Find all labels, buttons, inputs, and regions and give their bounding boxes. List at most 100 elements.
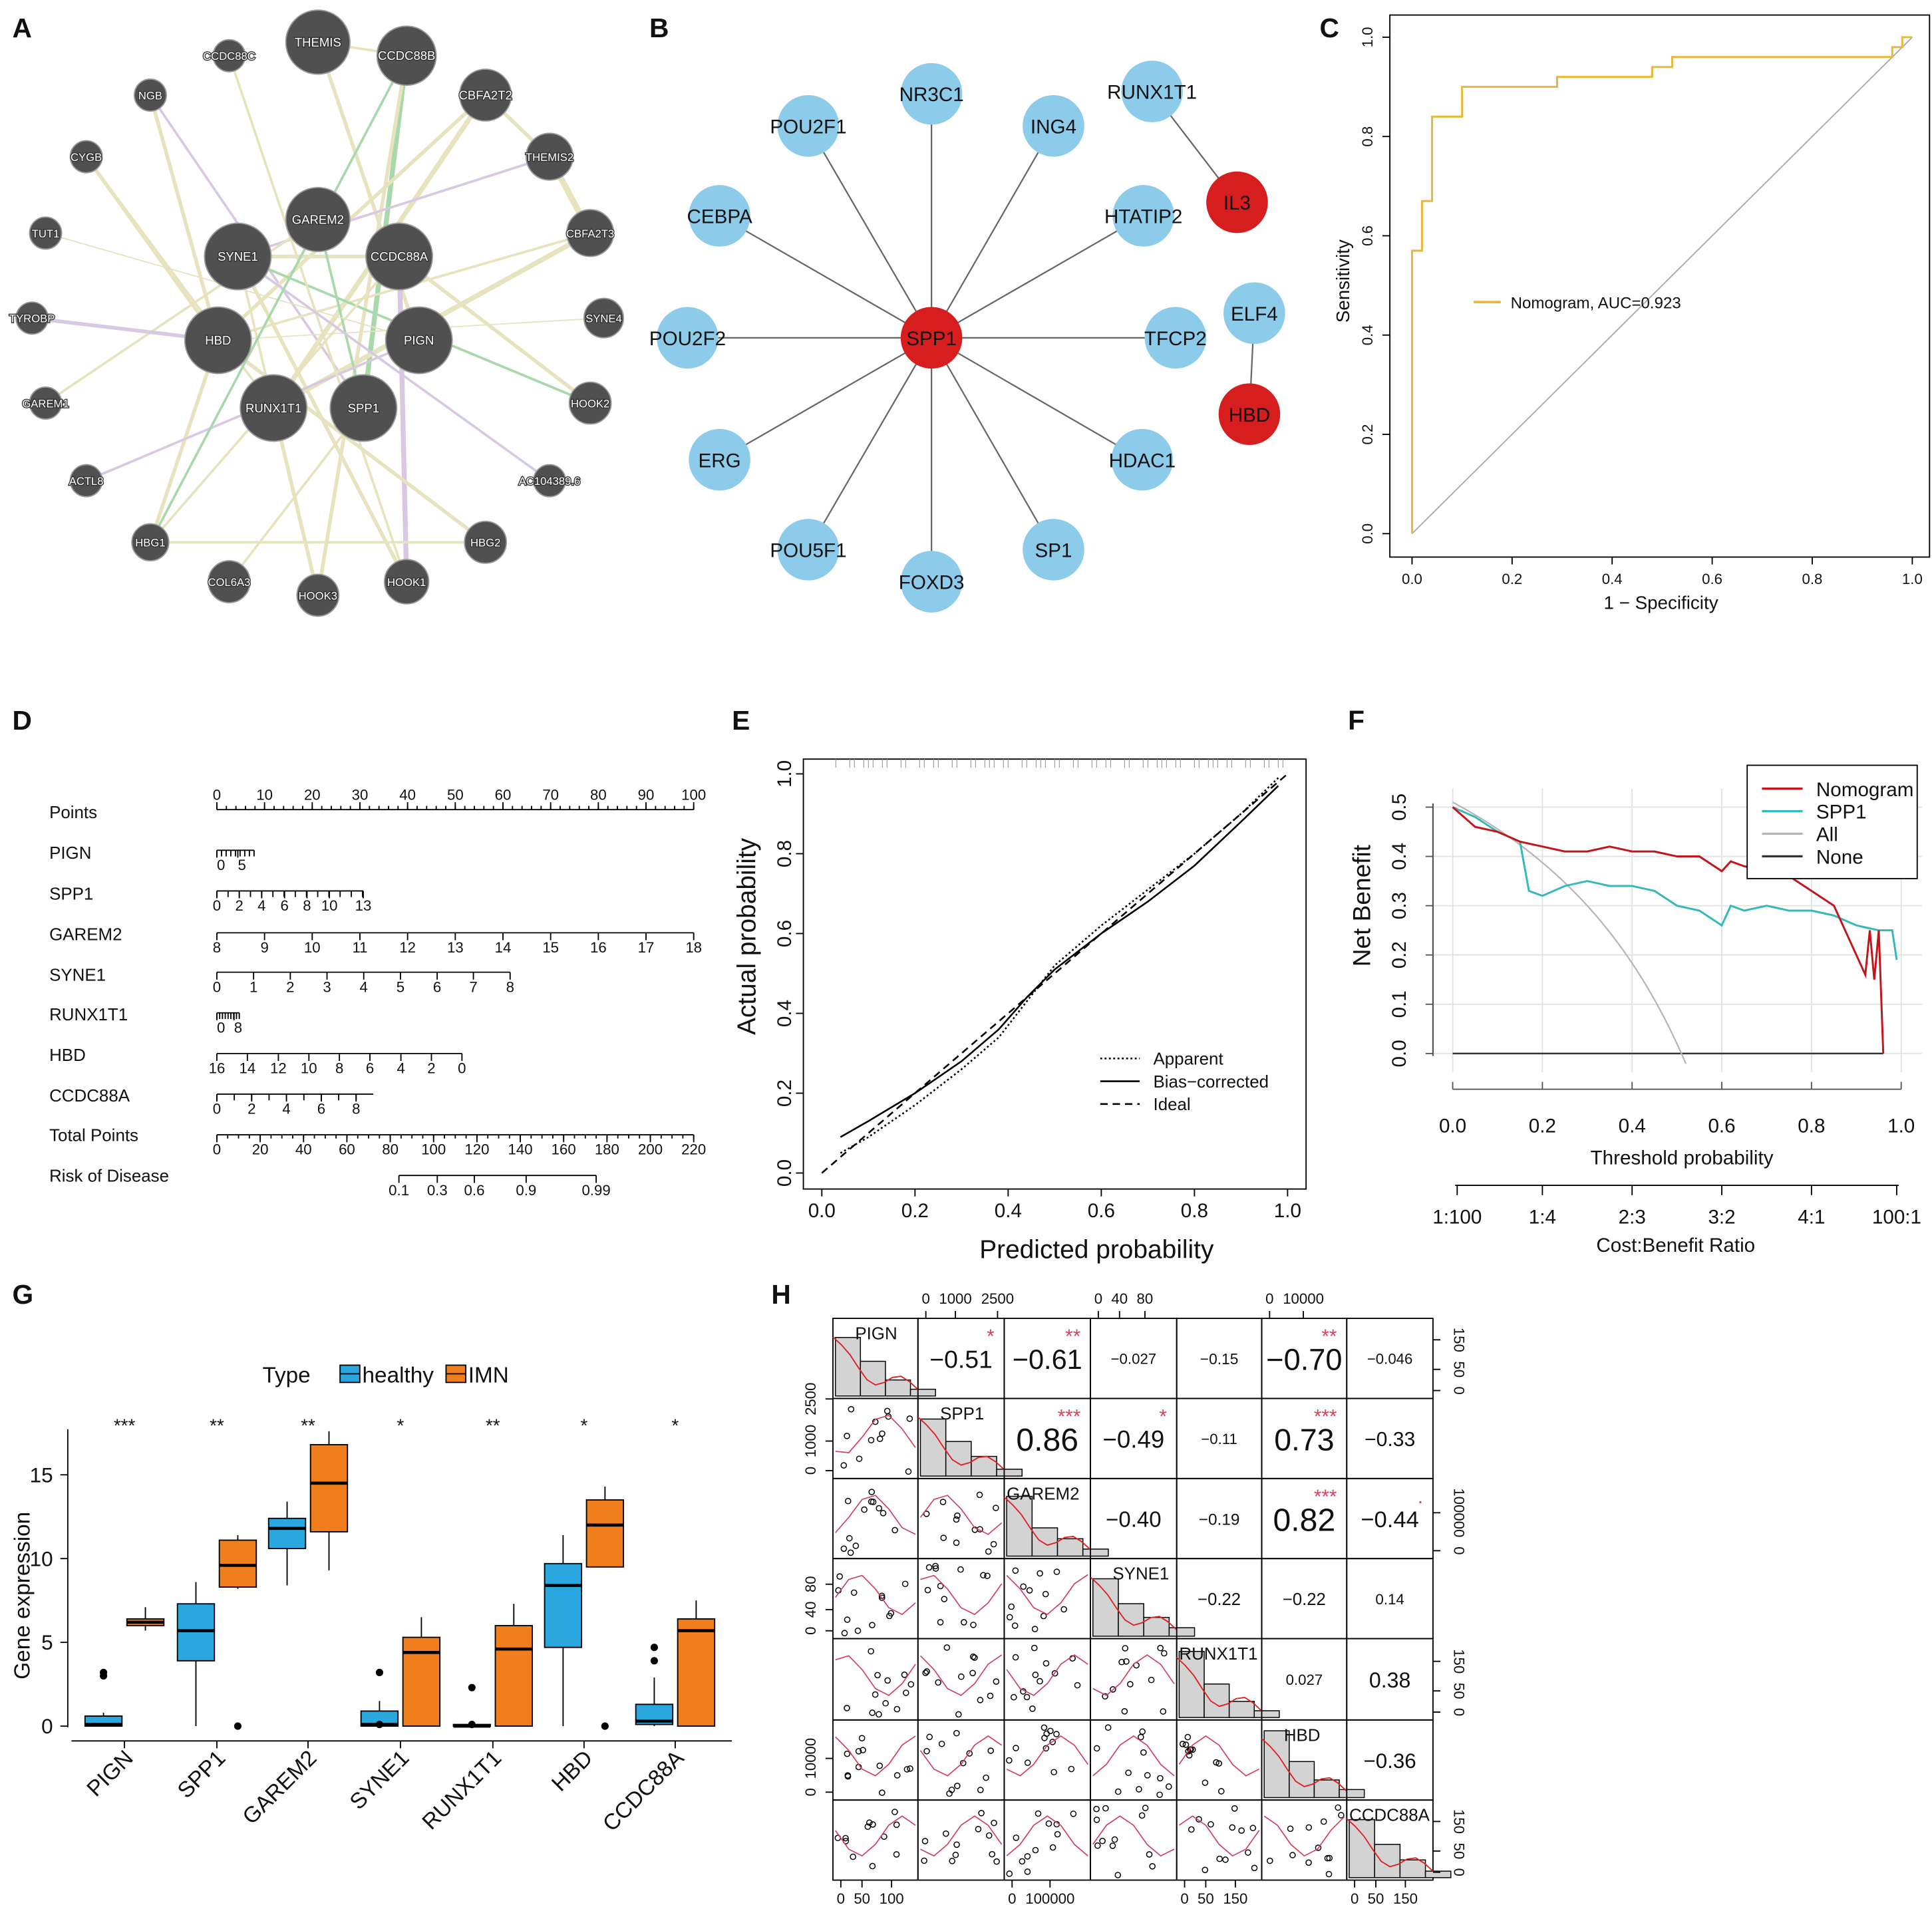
- tick-label: 0: [213, 897, 221, 914]
- axis-label: 0: [1450, 1546, 1467, 1554]
- node-label: NR3C1: [899, 84, 964, 106]
- panel-a-network: THEMIS CCDC88B CCDC88C NGB CBFA2T2 CYGB THEMIS…: [9, 9, 625, 617]
- outlier-point: [468, 1684, 476, 1691]
- histogram-bar: [860, 1360, 886, 1397]
- tick-label: 20: [252, 1141, 269, 1158]
- scatter-point: [970, 1622, 977, 1628]
- legend-label: SPP1: [1816, 802, 1867, 823]
- scatter-point: [957, 1566, 964, 1573]
- correlation-value: 0.14: [1375, 1591, 1404, 1608]
- network-node: [29, 386, 63, 420]
- histogram-bar: [1349, 1819, 1375, 1878]
- node-label: ELF4: [1231, 303, 1278, 325]
- correlation-value: −0.44: [1361, 1507, 1419, 1533]
- network-node-hbd: [1218, 383, 1281, 445]
- scatter-point: [847, 1549, 854, 1556]
- scatter-point: [1053, 1568, 1060, 1575]
- legend-label: Apparent: [1154, 1050, 1224, 1069]
- y-axis-label: Gene expression: [10, 1512, 35, 1680]
- scatter-point: [1041, 1724, 1048, 1731]
- scatter-point: [1142, 1805, 1149, 1811]
- node-label: THEMIS: [295, 35, 341, 49]
- axis-label: 0: [837, 1890, 845, 1905]
- network-edge: [228, 407, 365, 583]
- tick-label: 70: [542, 786, 559, 803]
- scatter-point: [874, 1672, 881, 1679]
- correlation-value: −0.22: [1198, 1590, 1241, 1609]
- histogram-bar: [885, 1379, 911, 1397]
- scatter-point: [1013, 1834, 1020, 1841]
- scatter-point: [1157, 1775, 1164, 1782]
- scatter-point: [869, 1862, 876, 1870]
- node-label: CCDC88A: [371, 249, 428, 263]
- matrix-cell: [1346, 1799, 1434, 1881]
- scatter-point: [844, 1616, 851, 1623]
- y-axis-label: Sensitivity: [1333, 239, 1353, 323]
- nomogram-row-label: Points: [49, 804, 97, 822]
- scatter-point: [961, 1619, 967, 1626]
- calibration-curve-dashed: [821, 773, 1289, 1174]
- network-edge: [237, 255, 551, 482]
- x-tick-label: 0.8: [1798, 1115, 1825, 1137]
- scatter-point: [1010, 1693, 1017, 1701]
- scatter-point: [935, 1679, 941, 1686]
- scatter-point: [876, 1762, 884, 1769]
- panel-f-decision-curve: 0.0 0.1 0.2 0.3 0.4 0.5 0.0 0.2 0.4 0.6 0.8 1.0 Thre…: [1347, 764, 1923, 1256]
- scatter-point: [850, 1853, 856, 1860]
- scatter-point: [953, 1516, 960, 1523]
- scatter-point: [1118, 1658, 1125, 1666]
- tick-label: 6: [366, 1060, 374, 1077]
- x-axis-label: Threshold probability: [1591, 1147, 1774, 1169]
- scatter-point: [955, 1711, 962, 1718]
- scatter-point: [1043, 1745, 1050, 1752]
- node-label: CCDC88B: [378, 49, 435, 63]
- x-tick-label: HBD: [547, 1746, 597, 1797]
- y-tick-label: 0.2: [1388, 941, 1410, 968]
- scatter-point: [907, 1765, 913, 1772]
- tick-label: 10: [256, 786, 273, 803]
- smooth-line: [919, 1654, 1003, 1696]
- scatter-point: [1122, 1645, 1129, 1652]
- network-node-cebpa: [689, 185, 750, 247]
- scatter-point: [1179, 1741, 1186, 1747]
- scatter-point: [1006, 1614, 1013, 1621]
- node-label: FOXD3: [899, 572, 965, 594]
- network-edge: [316, 55, 408, 596]
- legend-label: Nomogram, AUC=0.923: [1511, 294, 1681, 312]
- axis-label: 0: [1450, 1868, 1467, 1876]
- node-label: HBG1: [135, 537, 165, 549]
- network-edge: [148, 339, 220, 543]
- scatter-point: [953, 1729, 960, 1737]
- scatter-point: [993, 1858, 1000, 1865]
- network-node-sp1: [1023, 519, 1084, 581]
- x-tick-label: 0.4: [995, 1200, 1022, 1222]
- axis-label: 50: [1450, 1683, 1467, 1699]
- x-tick-label: SYNE1: [345, 1746, 414, 1815]
- significance-stars: ***: [1314, 1486, 1337, 1508]
- correlation-value: −0.40: [1106, 1507, 1161, 1532]
- scatter-point: [1051, 1670, 1058, 1677]
- network-node: [29, 216, 63, 250]
- scatter-point: [985, 1832, 993, 1839]
- tick-label: 0: [213, 786, 221, 803]
- scatter-point: [870, 1821, 876, 1828]
- node-label: HDAC1: [1109, 450, 1176, 472]
- y-tick-label: 1.0: [1359, 27, 1376, 47]
- correlation-value: −0.15: [1200, 1350, 1239, 1368]
- smooth-line: [1092, 1735, 1175, 1777]
- variable-label: HBD: [1284, 1726, 1321, 1745]
- axis-label: 50: [854, 1890, 870, 1905]
- scatter-point: [991, 1819, 997, 1827]
- tick-label: 13: [355, 897, 372, 914]
- tick-label: 12: [399, 939, 416, 956]
- tick-label: 16: [209, 1060, 226, 1077]
- scatter-point: [1185, 1748, 1192, 1755]
- scatter-point: [1043, 1660, 1050, 1667]
- scatter-point: [866, 1819, 873, 1827]
- scatter-point: [1222, 1856, 1229, 1863]
- scatter-point: [1094, 1842, 1101, 1849]
- y-tick-label: 15: [30, 1463, 53, 1487]
- scatter-point: [1040, 1612, 1047, 1620]
- significance-stars: ***: [114, 1415, 136, 1435]
- histogram-bar: [1006, 1495, 1033, 1557]
